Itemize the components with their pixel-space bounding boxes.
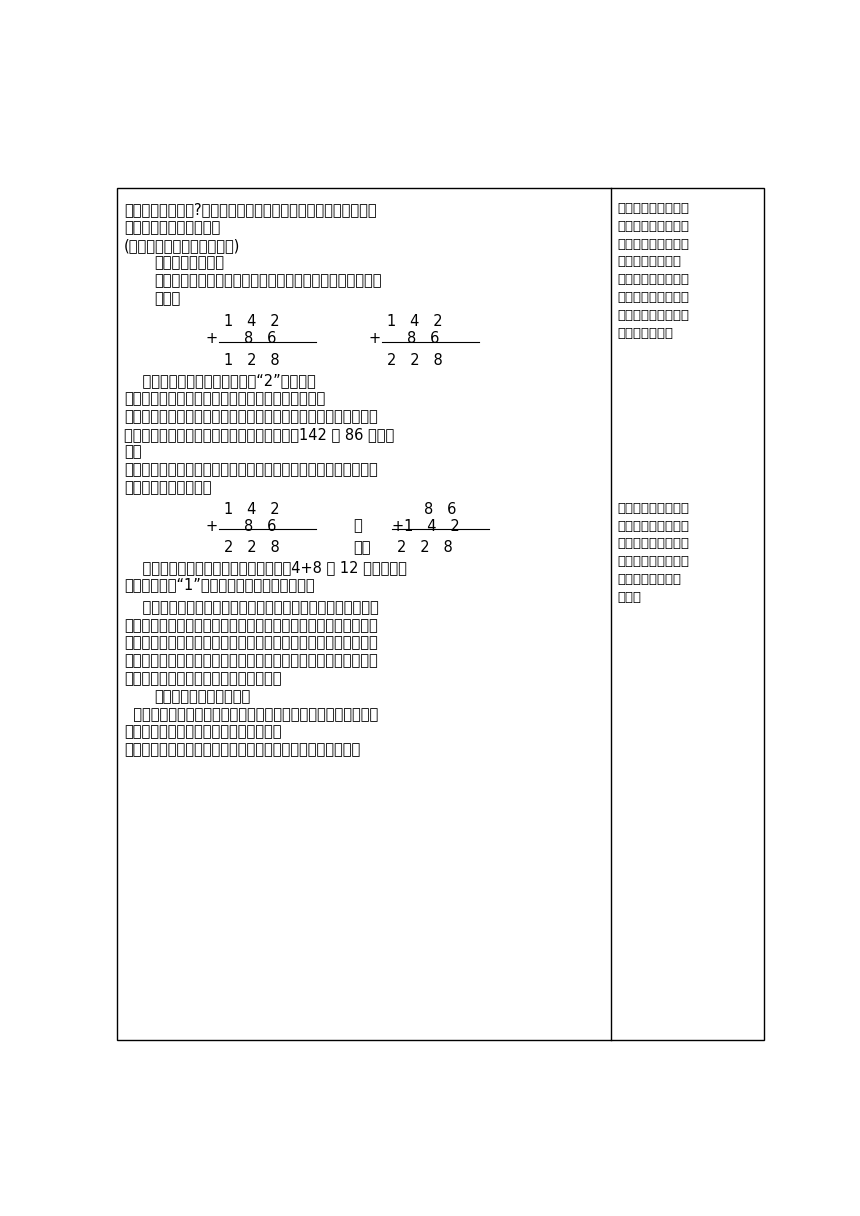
Text: 思考：和的百位上应该是几？“2”哪来的？: 思考：和的百位上应该是几？“2”哪来的？ xyxy=(124,373,316,388)
Text: (学生活动，教师巡视，指导): (学生活动，教师巡视，指导) xyxy=(124,237,241,253)
Text: 你能用素式计算吗?拿出导学单，先算一算，然后把自己的算法说: 你能用素式计算吗?拿出导学单，先算一算，然后把自己的算法说 xyxy=(124,202,377,218)
Text: 范书写格式，让学生: 范书写格式，让学生 xyxy=(617,537,690,551)
Text: +1   4   2: +1 4 2 xyxy=(392,518,460,534)
Text: +: + xyxy=(206,518,218,534)
Text: 8   6: 8 6 xyxy=(408,331,439,347)
Text: 率。》: 率。》 xyxy=(617,591,642,603)
Text: 8   6: 8 6 xyxy=(244,518,277,534)
Text: 师：算好了吗？这次验算结果是多少？与刚才结果一样吗？如: 师：算好了吗？这次验算结果是多少？与刚才结果一样吗？如 xyxy=(124,599,379,615)
Text: 数加两位数的计算方: 数加两位数的计算方 xyxy=(617,220,690,233)
Text: 讨论：验算有什么好处？: 讨论：验算有什么好处？ xyxy=(154,689,250,704)
Text: 2   2   8: 2 2 8 xyxy=(224,540,280,556)
Text: 2   2   8: 2 2 8 xyxy=(387,353,443,368)
Text: 谈话：今天我们是第一次接触验算这个内容，请同学们一起来跟老: 谈话：今天我们是第一次接触验算这个内容，请同学们一起来跟老 xyxy=(124,462,378,478)
Text: 1   4   2: 1 4 2 xyxy=(224,502,280,517)
Text: 2   2   8: 2 2 8 xyxy=(397,540,453,556)
Text: 1   4   2: 1 4 2 xyxy=(224,315,280,330)
Text: 体会验算的优势，可: 体会验算的优势，可 xyxy=(617,554,690,568)
Text: 预设：: 预设： xyxy=(154,291,181,306)
Text: 果两次结果一样，说明结果是正确的，如果不相同，说明计算或验: 果两次结果一样，说明结果是正确的，如果不相同，说明计算或验 xyxy=(124,618,378,632)
Text: 1   4   2: 1 4 2 xyxy=(387,315,443,330)
Text: 用素式计算，出示孩子的几种不同做法。集体订正，交流。: 用素式计算，出示孩子的几种不同做法。集体订正，交流。 xyxy=(154,274,382,288)
Text: 结果不相同，不要急于都擦掉，要仔细一检查你的计算过程和验算: 结果不相同，不要急于都擦掉，要仔细一检查你的计算过程和验算 xyxy=(124,653,378,669)
Text: 法及小组交流，迁移: 法及小组交流，迁移 xyxy=(617,237,690,250)
Text: 法，帮助学生顺利完: 法，帮助学生顺利完 xyxy=(617,309,690,322)
Text: 到三位数的加法笔: 到三位数的加法笔 xyxy=(617,255,681,269)
Text: 《验算知识是学生第: 《验算知识是学生第 xyxy=(617,502,690,514)
Text: 一次接触，给学生规: 一次接触，给学生规 xyxy=(617,519,690,533)
Text: 两、三位数的计算方: 两、三位数的计算方 xyxy=(617,291,690,304)
Text: 过渡语：同学们真棒，老师这里还有一道题，你会算一算吗？: 过渡语：同学们真棒，老师这里还有一道题，你会算一算吗？ xyxy=(124,742,360,758)
Text: 过程，找到算错的地方改过来就可以了。: 过程，找到算错的地方改过来就可以了。 xyxy=(124,671,282,686)
Text: 师：是的，我们可以交换两个加数的位置再算一遍，这个过程我们: 师：是的，我们可以交换两个加数的位置再算一遍，这个过程我们 xyxy=(124,409,378,424)
Text: 算，明确了三位数加: 算，明确了三位数加 xyxy=(617,274,690,286)
Text: 8   6: 8 6 xyxy=(424,502,457,517)
Text: 谈话：要想知道我们计算的对不对？可以怎么样做？: 谈话：要想知道我们计算的对不对？可以怎么样做？ xyxy=(124,392,325,406)
Text: 1   2   8: 1 2 8 xyxy=(224,353,280,368)
Text: +: + xyxy=(206,331,218,347)
Text: 请小组汇报结果。: 请小组汇报结果。 xyxy=(154,255,224,270)
Text: 完成板书：一共制作了多少幅？写横式单位名称，集体口答。最: 完成板书：一共制作了多少幅？写横式单位名称，集体口答。最 xyxy=(124,706,378,722)
Text: 师规范一下书写格式：: 师规范一下书写格式： xyxy=(124,480,212,495)
Text: +: + xyxy=(369,331,381,347)
Text: 成探究过程。》: 成探究过程。》 xyxy=(617,327,673,339)
Text: 给同桌的小朋友听一听。: 给同桌的小朋友听一听。 xyxy=(124,220,220,235)
Text: 《学生通过回顾两位: 《学生通过回顾两位 xyxy=(617,202,690,215)
Text: 置）: 置） xyxy=(124,445,142,460)
Text: 算过程有错误，还有可能计算结果和验算过程都有错误，如果发现: 算过程有错误，还有可能计算结果和验算过程都有错误，如果发现 xyxy=(124,636,378,651)
Text: 8   6: 8 6 xyxy=(244,331,277,347)
Text: 以提高计算的正确: 以提高计算的正确 xyxy=(617,573,681,586)
Text: 算：: 算： xyxy=(353,540,371,556)
Text: 后再带着学生看课件回顾一下解题过程。: 后再带着学生看课件回顾一下解题过程。 xyxy=(124,725,282,739)
Text: 验: 验 xyxy=(353,518,361,534)
Text: 强调：数位之间要对齐，从个位加起，4+8 得 12 满十要向十: 强调：数位之间要对齐，从个位加起，4+8 得 12 满十要向十 xyxy=(124,559,407,575)
Text: 叫做验算，那在这里是哪两个数交换位置？（142 和 86 交换位: 叫做验算，那在这里是哪两个数交换位置？（142 和 86 交换位 xyxy=(124,427,395,441)
Text: 位进一，这个“1”最好标上，也可以记在心里。: 位进一，这个“1”最好标上，也可以记在心里。 xyxy=(124,578,315,592)
